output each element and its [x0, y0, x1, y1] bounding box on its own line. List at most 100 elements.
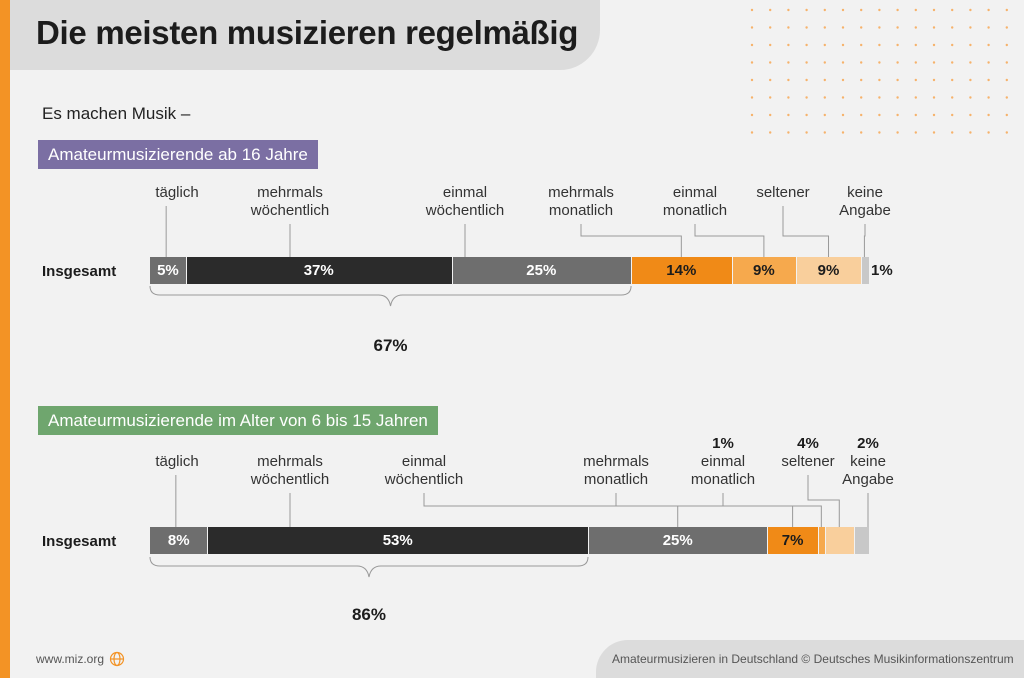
value-label: 8%	[167, 532, 190, 549]
decor-dot	[823, 61, 826, 64]
decor-dot	[969, 61, 972, 64]
decor-dot	[860, 96, 863, 99]
value-label: 7%	[781, 532, 804, 549]
bar-segment	[767, 527, 819, 554]
decor-dot	[841, 43, 845, 47]
decor-dot	[823, 131, 826, 134]
leader-line	[423, 493, 679, 527]
value-label: 9%	[817, 262, 840, 279]
decor-dot	[1005, 78, 1008, 82]
decor-dot	[805, 96, 808, 99]
decor-dot	[860, 131, 863, 134]
category-label: einmal wöchentlich	[384, 453, 464, 488]
decor-dot	[860, 26, 863, 29]
decor-dot	[841, 113, 845, 117]
intro-text: Es machen Musik –	[42, 104, 191, 123]
decor-dot	[1005, 26, 1008, 29]
category-label: keine Angabe	[839, 184, 891, 219]
decor-dot	[750, 96, 754, 99]
value-label: 9%	[753, 262, 775, 279]
bar-segment	[853, 527, 869, 554]
decor-dot	[932, 8, 936, 12]
decor-dot	[805, 8, 808, 12]
value-label: 25%	[526, 262, 557, 279]
decor-dot	[787, 96, 790, 99]
decor-dot	[1005, 131, 1008, 134]
category-label: 1% einmal monatlich	[690, 435, 756, 488]
decor-dot	[823, 8, 826, 12]
decor-dot	[841, 61, 845, 64]
decor-dot	[823, 43, 826, 47]
decor-dot	[987, 26, 990, 29]
decor-dot	[914, 78, 917, 82]
category-label: einmal wöchentlich	[425, 184, 505, 219]
decor-dot	[787, 43, 790, 47]
decor-dot	[823, 78, 826, 82]
bracket-total-label: 86%	[351, 605, 386, 624]
decor-dot	[823, 113, 826, 117]
decor-dot	[841, 78, 845, 82]
decor-dot	[951, 113, 954, 117]
decor-dot	[841, 8, 845, 12]
leader-line	[863, 224, 866, 257]
website-link[interactable]: www.miz.org	[36, 652, 105, 666]
decor-dot	[860, 61, 863, 64]
value-label: 1%	[871, 262, 893, 279]
row-label-adults: Insgesamt	[42, 263, 117, 280]
decor-dot	[787, 26, 790, 29]
decor-dot	[932, 131, 936, 134]
decor-dot	[878, 26, 881, 29]
bracket-total-label: 67%	[373, 336, 408, 355]
decor-dot	[951, 8, 954, 12]
bar-segment	[824, 527, 855, 554]
decor-dot	[750, 43, 754, 47]
category-label: mehrmals monatlich	[583, 453, 649, 488]
decor-dot	[787, 131, 790, 134]
globe-icon[interactable]	[109, 651, 125, 667]
decor-dot	[987, 96, 990, 99]
decor-dot	[969, 131, 972, 134]
bar-segment	[817, 527, 826, 554]
decor-dot	[969, 113, 972, 117]
category-label: mehrmals wöchentlich	[250, 184, 330, 219]
decor-dot	[951, 43, 954, 47]
decor-dot	[932, 26, 936, 29]
value-label: 5%	[157, 262, 179, 279]
decor-dot	[914, 61, 917, 64]
value-label: 53%	[382, 532, 413, 549]
value-label: 2%	[857, 435, 879, 452]
bar-segment	[207, 527, 589, 554]
decor-dot	[914, 26, 917, 29]
decor-dot	[969, 43, 972, 47]
decor-dot	[769, 113, 772, 117]
decor-dot	[860, 113, 863, 117]
decor-dot	[987, 131, 990, 134]
decor-dot	[932, 61, 936, 64]
bar-segment	[860, 257, 869, 284]
bracket	[149, 285, 632, 307]
bar-segment	[796, 257, 862, 284]
leader-line	[722, 493, 822, 527]
decor-dot	[914, 131, 917, 134]
decor-dot	[823, 26, 826, 29]
decor-dot	[860, 43, 863, 47]
decor-dot	[1005, 43, 1008, 47]
leader-line	[807, 475, 840, 527]
decor-dot	[896, 8, 899, 12]
decor-dot	[878, 78, 881, 82]
decor-dot	[805, 43, 808, 47]
decor-dot	[987, 8, 990, 12]
decor-dot	[787, 78, 790, 82]
decor-dot	[787, 113, 790, 117]
decor-dot	[750, 113, 754, 117]
decor-dot	[932, 113, 936, 117]
decor-dot	[914, 8, 917, 12]
footer-panel	[596, 640, 1024, 678]
decor-dot	[951, 131, 954, 134]
decor-dot	[769, 96, 772, 99]
bar-segment	[731, 257, 798, 284]
value-label: 25%	[662, 532, 693, 549]
decor-dot	[969, 96, 972, 99]
